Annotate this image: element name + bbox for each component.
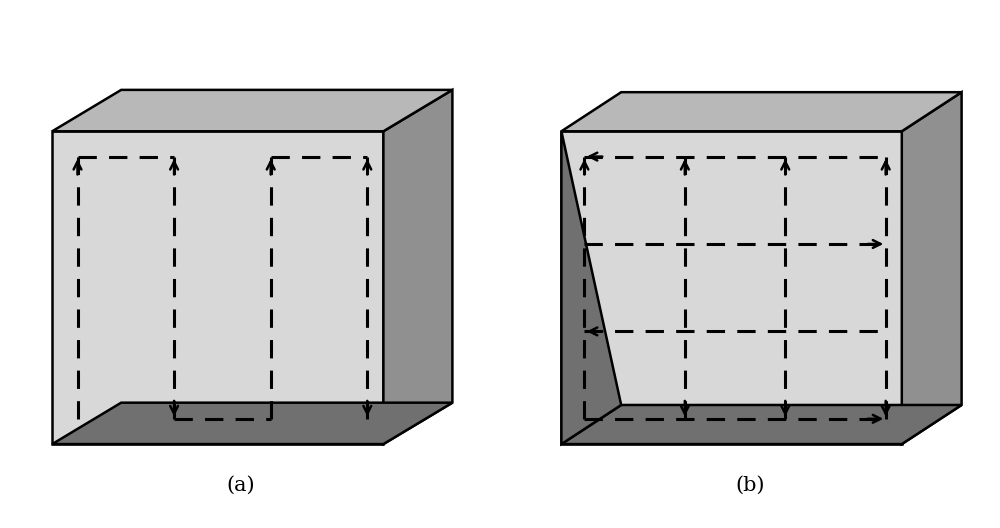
Polygon shape: [561, 405, 962, 444]
Polygon shape: [561, 131, 621, 444]
Polygon shape: [52, 131, 383, 444]
Polygon shape: [52, 403, 452, 444]
Text: (b): (b): [735, 476, 765, 495]
Polygon shape: [383, 90, 452, 444]
Polygon shape: [561, 131, 902, 444]
Polygon shape: [52, 90, 452, 131]
Polygon shape: [902, 92, 962, 444]
Polygon shape: [561, 92, 962, 131]
Text: (a): (a): [226, 476, 255, 495]
